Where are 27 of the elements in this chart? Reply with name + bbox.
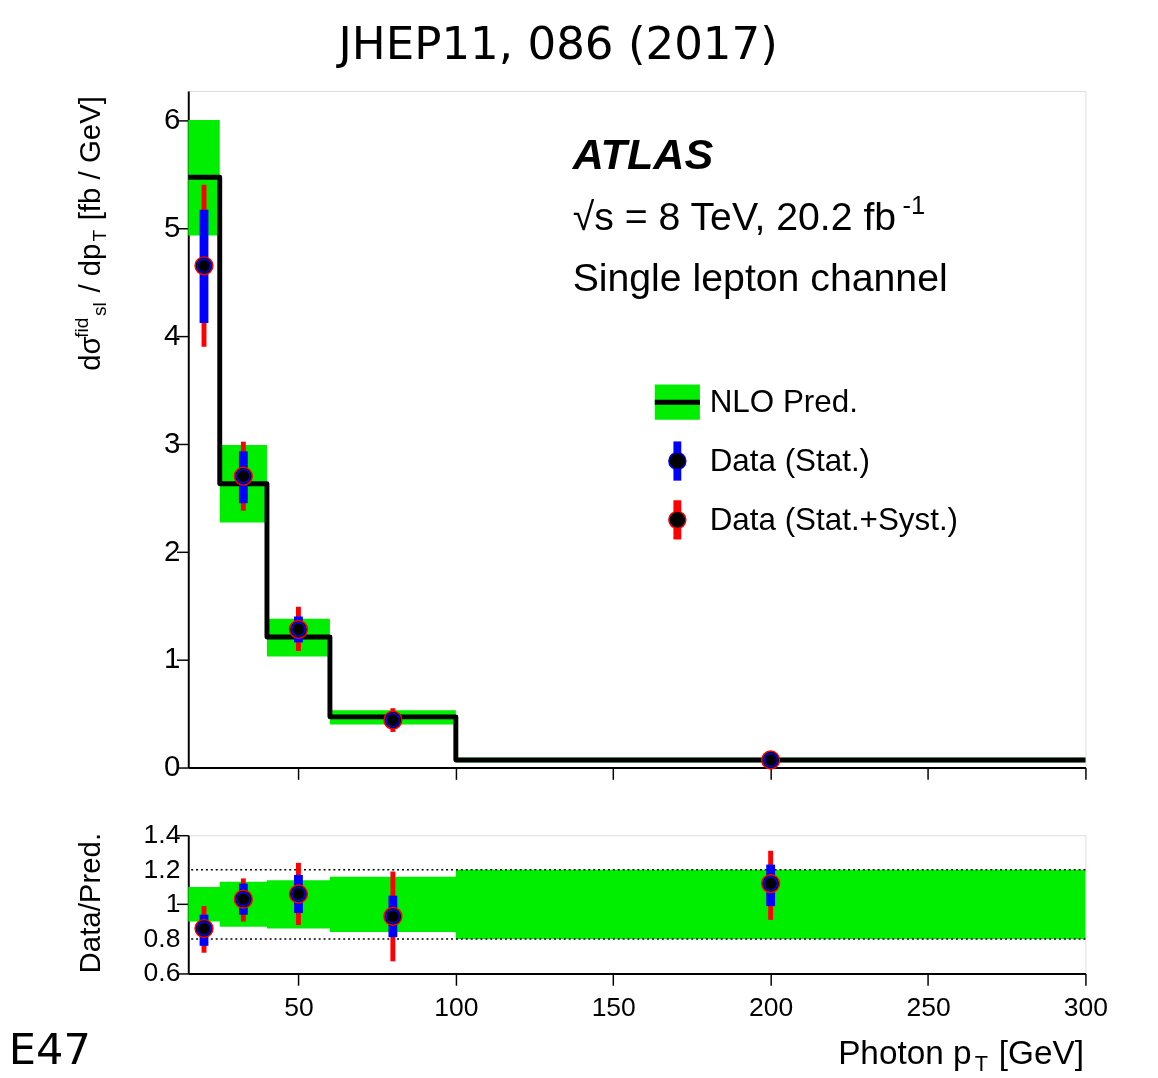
y-tick-label: 6 bbox=[164, 101, 181, 135]
y-tick-label: 1 bbox=[165, 888, 181, 919]
x-tick-label: 300 bbox=[1063, 992, 1109, 1023]
y-tick-label: 1.2 bbox=[143, 853, 181, 884]
legend-label: Data (Stat.) bbox=[709, 442, 871, 478]
y-tick-label: 0.8 bbox=[143, 922, 181, 953]
y-tick-label: 5 bbox=[164, 209, 181, 243]
y-axis-title: Data/Pred. bbox=[73, 832, 107, 974]
annotation: ATLAS bbox=[571, 130, 714, 179]
y-tick-label: 0 bbox=[164, 749, 181, 783]
x-tick-label: 150 bbox=[591, 992, 636, 1023]
x-tick-label: 50 bbox=[284, 992, 314, 1023]
y-tick-label: 3 bbox=[164, 425, 181, 459]
y-tick-label: 1 bbox=[164, 641, 181, 675]
x-tick-label: 250 bbox=[906, 992, 951, 1023]
annotation: Single lepton channel bbox=[572, 255, 948, 300]
y-tick-label: 2 bbox=[164, 533, 181, 567]
y-axis-title: dσfidsl / dpT [fb / GeV] bbox=[70, 96, 111, 371]
y-tick-label: 4 bbox=[164, 317, 181, 351]
y-tick-label: 0.6 bbox=[143, 957, 181, 988]
chart-title: JHEP11, 086 (2017) bbox=[335, 17, 778, 71]
y-tick-label: 1.4 bbox=[143, 819, 181, 850]
legend-label: NLO Pred. bbox=[709, 384, 858, 420]
legend-label: Data (Stat.+Syst.) bbox=[709, 501, 959, 537]
x-tick-label: 100 bbox=[434, 992, 479, 1023]
x-tick-label: 200 bbox=[749, 992, 794, 1023]
text: E47 bbox=[8, 1023, 91, 1074]
